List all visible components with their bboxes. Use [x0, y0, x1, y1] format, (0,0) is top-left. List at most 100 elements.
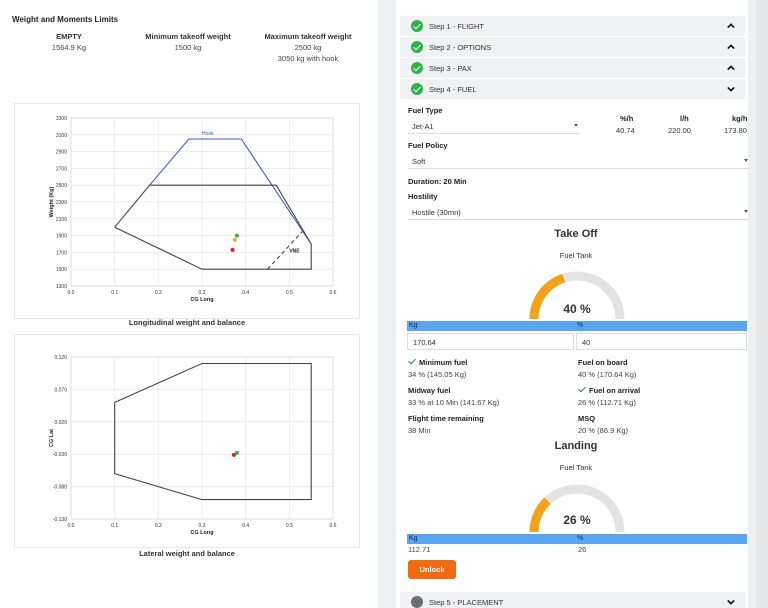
x-axis-label: CG Long [190, 297, 213, 303]
duration-text: Duration: 20 Min [408, 177, 467, 186]
envelope-hook [149, 138, 312, 245]
chevron-up-icon[interactable] [727, 43, 735, 51]
step-label: Step 1 - FLIGHT [429, 22, 485, 31]
max-takeoff-value: 2500 kg [294, 43, 322, 52]
landing-table-header: Kg % [407, 534, 747, 544]
fuel-policy-select[interactable]: Soft [408, 153, 750, 169]
step-placement[interactable]: Step 5 - PLACEMENT [400, 592, 745, 608]
takeoff-kg-input[interactable]: 170.64 [407, 333, 574, 350]
y-tick-label: 2300 [56, 200, 67, 206]
hostility-select[interactable]: Hostile (30mn) [408, 204, 750, 220]
l-h-header: l/h [680, 114, 689, 123]
envelope-envelope [114, 184, 312, 270]
landing-tank-label: Fuel Tank [559, 463, 593, 472]
fuel-policy-value: Soft [412, 157, 426, 166]
step-options[interactable]: Step 2 - OPTIONS [400, 37, 745, 57]
kg-h-value: 173.80 [724, 126, 747, 135]
pct-header: % [577, 322, 584, 329]
x-tick-label: 0.1 [111, 290, 118, 296]
check-icon [578, 384, 586, 393]
scrollbar[interactable] [756, 0, 768, 608]
takeoff-table-header: Kg % [407, 321, 747, 331]
midway-fuel-value: 33 % at 10 Min (141.67 Kg) [408, 398, 500, 407]
limits-title: Weight and Moments Limits [12, 15, 119, 24]
caret-down-icon [744, 210, 748, 213]
step-label: Step 4 - FUEL [429, 85, 477, 94]
y-tick-label: 1500 [56, 267, 67, 273]
takeoff-title: Take Off [554, 228, 598, 240]
y-tick-label: 0.120 [54, 355, 67, 361]
y-tick-label: 2100 [56, 217, 67, 223]
annotation-hook: Hook [202, 131, 214, 137]
longitudinal-chart-svg: 0.0 0.1 0.2 0.3 0.4 0.5 0.6 1300 1500 1700 1900 210… [49, 116, 337, 303]
min-takeoff-label: Minimum takeoff weight [145, 32, 231, 41]
chevron-up-icon[interactable] [727, 64, 735, 72]
gauge-fill [529, 497, 551, 533]
step-pax[interactable]: Step 3 - PAX [400, 58, 745, 78]
kg-header: Kg [409, 535, 418, 542]
takeoff-pct-input[interactable]: 40 [576, 333, 747, 350]
x-tick-label: 0.4 [242, 523, 249, 529]
cg-point [234, 450, 239, 455]
chevron-down-icon[interactable] [727, 598, 735, 606]
x-tick-label: 0.2 [155, 523, 162, 529]
cg-point [234, 233, 239, 238]
envelope-vne [267, 231, 303, 270]
x-tick-label: 0.5 [286, 290, 293, 296]
fuel-type-label: Fuel Type [408, 106, 443, 115]
empty-value: 1564.9 Kg [51, 43, 87, 52]
landing-title: Landing [554, 440, 598, 452]
fuel-policy-label: Fuel Policy [408, 141, 448, 150]
max-takeoff-hook-value: 3050 kg with hook [277, 54, 339, 63]
plot-frame [70, 117, 334, 287]
lateral-chart: 0.0 0.1 0.2 0.3 0.4 0.5 0.6 0.120 0.070 0.020 -0.0… [14, 334, 360, 548]
x-tick-label: 0.3 [199, 523, 206, 529]
x-tick-label: 0.6 [330, 523, 337, 529]
min-fuel-label: Minimum fuel [408, 356, 467, 367]
max-takeoff-label: Maximum takeoff weight [264, 32, 352, 41]
y-tick-label: -0.030 [53, 452, 67, 458]
check-circle-icon [411, 20, 423, 32]
longitudinal-caption: Longitudinal weight and balance [128, 318, 246, 327]
step-fuel[interactable]: Step 4 - FUEL [400, 79, 745, 99]
cg-point [232, 237, 237, 242]
envelope-envelope [114, 362, 312, 501]
y-tick-label: 3100 [56, 133, 67, 139]
y-tick-label: -0.080 [53, 485, 67, 491]
hostility-value: Hostile (30mn) [412, 208, 461, 217]
x-tick-label: 0.1 [111, 523, 118, 529]
takeoff-pct-value: 40 [582, 338, 591, 347]
y-tick-label: 2700 [56, 166, 67, 172]
unlock-button[interactable]: Unlock [408, 560, 456, 579]
cg-point [231, 452, 236, 457]
chevron-down-icon[interactable] [727, 85, 735, 93]
hostility-label: Hostility [408, 192, 438, 201]
longitudinal-chart: 0.0 0.1 0.2 0.3 0.4 0.5 0.6 1300 1500 1700 1900 210… [14, 103, 360, 319]
empty-label: EMPTY [56, 32, 82, 41]
lateral-chart-svg: 0.0 0.1 0.2 0.3 0.4 0.5 0.6 0.120 0.070 0.020 -0.0… [49, 355, 337, 536]
steps-panel [396, 0, 748, 608]
takeoff-tank-label: Fuel Tank [559, 251, 593, 260]
step-label: Step 2 - OPTIONS [429, 43, 492, 52]
kg-header: Kg [409, 322, 418, 329]
landing-pct-value: 26 [578, 545, 587, 554]
msq-value: 20 % (86.9 Kg) [578, 426, 629, 435]
y-tick-label: 1900 [56, 234, 67, 240]
fuel-on-board-label: Fuel on board [578, 358, 628, 367]
step-flight[interactable]: Step 1 - FLIGHT [400, 16, 745, 36]
y-tick-label: 2500 [56, 183, 67, 189]
fuel-on-board-value: 40 % (170.64 Kg) [578, 370, 637, 379]
x-axis-label: CG Long [190, 530, 213, 536]
empty-weight: EMPTY 1564.9 Kg [34, 31, 104, 53]
pending-circle-icon [411, 596, 423, 608]
midway-fuel-label: Midway fuel [408, 386, 451, 395]
check-circle-icon [411, 41, 423, 53]
caret-down-icon [744, 159, 748, 162]
flight-time-remaining-value: 38 Min [408, 426, 431, 435]
fuel-type-select[interactable]: Jet-A1 [408, 118, 580, 134]
takeoff-fuel-gauge [529, 271, 625, 320]
chevron-up-icon[interactable] [727, 22, 735, 30]
landing-kg-value: 112.71 [408, 545, 431, 554]
weight-balance-panel: Weight and Moments Limits EMPTY 1564.9 K… [0, 0, 378, 608]
pct-h-header: %/h [620, 114, 634, 123]
